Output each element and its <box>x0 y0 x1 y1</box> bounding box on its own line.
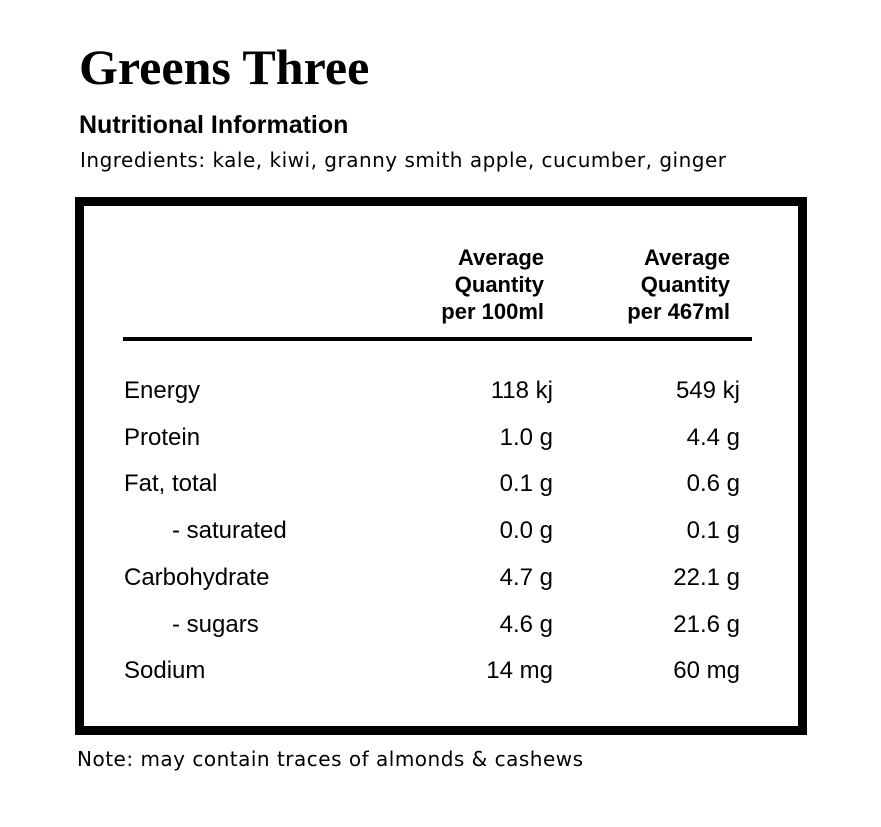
nutrient: - sugars <box>172 610 259 638</box>
nutrient: Protein <box>124 423 201 451</box>
quantity: 118 kj <box>490 377 553 404</box>
nutrient: Sodium <box>124 657 206 685</box>
quantity: 0.6 g <box>686 470 740 498</box>
header-rule <box>123 337 752 341</box>
table-row: Protein 1.0 g 4.4 g <box>84 424 798 454</box>
nutrient: Fat, total <box>124 470 218 498</box>
title: Greens Three <box>79 39 370 95</box>
quantity: 14 mg <box>486 657 553 685</box>
nutrient: - saturated <box>172 517 287 545</box>
column-header: Average Quantity per 100ml <box>441 245 544 324</box>
subtitle: Nutritional Information <box>79 111 349 139</box>
note: Note: may contain traces of almonds & ca… <box>77 747 584 771</box>
quantity: 60 mg <box>673 657 740 685</box>
quantity: 1.0 g <box>499 423 553 451</box>
quantity: 549 kj <box>675 377 740 404</box>
table-row: Sodium 14 mg 60 mg <box>84 657 798 687</box>
quantity: 0.1 g <box>686 517 740 545</box>
nutrition-table: Average Quantity per 100ml Average Quant… <box>75 197 807 735</box>
quantity: 0.0 g <box>499 517 553 545</box>
quantity: 4.6 g <box>499 610 553 638</box>
table-row: - sugars 4.6 g 21.6 g <box>84 611 798 641</box>
nutrient: Energy <box>124 377 201 404</box>
nutrient: Carbohydrate <box>124 563 270 591</box>
table-row: Fat, total 0.1 g 0.6 g <box>84 470 798 500</box>
ingredients: Ingredients: kale, kiwi, granny smith ap… <box>80 148 727 172</box>
table-row: - saturated 0.0 g 0.1 g <box>84 517 798 547</box>
quantity: 4.7 g <box>499 563 553 591</box>
column-header: Average Quantity per 467ml <box>627 245 730 324</box>
table-row: Energy 118 kj 549 kj <box>84 377 798 407</box>
quantity: 0.1 g <box>499 470 553 498</box>
quantity: 4.4 g <box>686 423 740 451</box>
table-row: Carbohydrate 4.7 g 22.1 g <box>84 564 798 594</box>
quantity: 22.1 g <box>673 563 740 591</box>
quantity: 21.6 g <box>673 610 740 638</box>
